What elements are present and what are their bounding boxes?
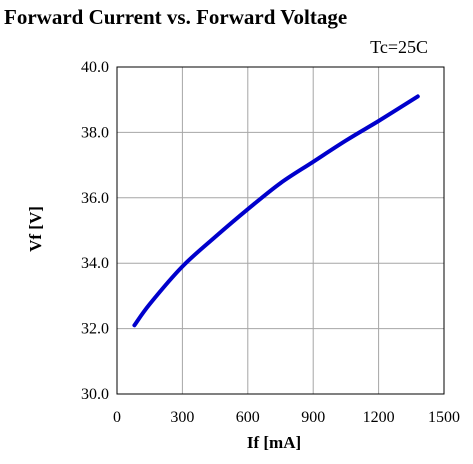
y-axis-label: Vf [V] xyxy=(26,206,45,252)
series-line xyxy=(132,94,420,328)
x-tick-label: 600 xyxy=(236,409,260,426)
y-tick-label: 40.0 xyxy=(81,59,109,76)
series-group xyxy=(132,94,420,328)
y-tick-label: 36.0 xyxy=(81,190,109,207)
y-tick-label: 34.0 xyxy=(81,255,109,272)
y-tick-labels: 30.0 32.0 34.0 36.0 38.0 40.0 xyxy=(81,59,109,403)
x-tick-label: 0 xyxy=(113,409,121,426)
x-tick-labels: 0 300 600 900 1200 1500 xyxy=(113,409,460,426)
plot-frame xyxy=(116,66,445,395)
chart-title: Forward Current vs. Forward Voltage xyxy=(4,5,347,29)
y-tick-label: 38.0 xyxy=(81,124,109,141)
x-tick-label: 300 xyxy=(170,409,194,426)
grid xyxy=(117,67,444,394)
x-tick-label: 1200 xyxy=(363,409,395,426)
x-axis-label: If [mA] xyxy=(247,433,301,452)
x-tick-label: 1500 xyxy=(428,409,460,426)
chart-annotation: Tc=25C xyxy=(370,37,428,57)
y-tick-label: 32.0 xyxy=(81,321,109,338)
y-tick-label: 30.0 xyxy=(81,386,109,403)
x-tick-label: 900 xyxy=(301,409,325,426)
